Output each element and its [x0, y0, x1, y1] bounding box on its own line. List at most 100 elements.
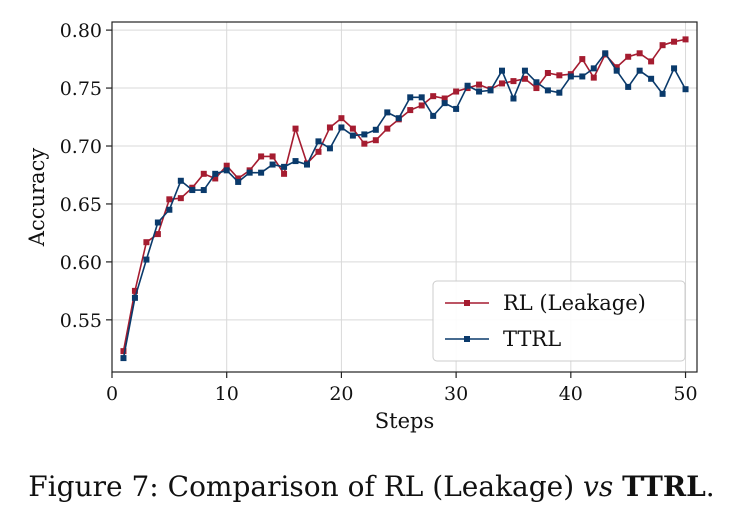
data-point [281, 163, 288, 170]
data-point [659, 90, 666, 97]
x-tick-label: 30 [444, 383, 468, 405]
data-point [384, 125, 391, 132]
data-point [613, 64, 620, 71]
data-point [579, 73, 586, 80]
series-layer [120, 36, 689, 362]
caption-space [613, 470, 622, 503]
data-point [189, 187, 196, 194]
data-point [143, 239, 150, 246]
data-point [177, 177, 184, 184]
y-axis-label: Accuracy [25, 148, 49, 248]
x-axis-label: Steps [375, 409, 434, 433]
data-point [326, 145, 333, 152]
y-tick-label: 0.55 [60, 310, 102, 332]
data-point [235, 178, 242, 185]
data-point [154, 219, 161, 226]
data-point [246, 169, 253, 176]
data-point [441, 100, 448, 107]
data-point [384, 109, 391, 116]
data-point [407, 94, 414, 101]
data-point [636, 67, 643, 74]
data-point [453, 105, 460, 112]
data-point [476, 88, 483, 95]
data-point [395, 115, 402, 122]
data-point [613, 67, 620, 74]
data-point [338, 115, 345, 122]
data-point [499, 67, 505, 74]
data-point [418, 102, 425, 109]
caption-suffix: . [705, 470, 715, 503]
data-point [648, 75, 655, 82]
data-point [223, 167, 230, 174]
legend-label: TTRL [503, 327, 561, 351]
caption-ttrl: TTRL [622, 470, 706, 503]
data-point [349, 125, 356, 132]
data-point [556, 72, 563, 79]
data-point [556, 89, 563, 96]
data-point [590, 74, 597, 81]
y-tick-label: 0.65 [60, 194, 102, 216]
data-point [636, 50, 643, 57]
data-point [131, 287, 138, 294]
figure-caption: Figure 7: Comparison of RL (Leakage) vs … [0, 470, 743, 503]
data-point [682, 86, 689, 93]
grid [111, 22, 697, 372]
data-point [648, 58, 655, 65]
data-point [212, 175, 219, 182]
legend: RL (Leakage) TTRL [432, 280, 686, 362]
accuracy-chart: 0 10 20 30 40 50 0.55 0.60 0.65 0.70 0.75 0.80 Step… [25, 20, 698, 433]
data-point [269, 153, 276, 160]
data-point [200, 170, 207, 177]
y-tick-label: 0.60 [60, 252, 102, 274]
data-point [533, 79, 540, 86]
series-ttrl [120, 50, 689, 362]
y-tick-label: 0.70 [60, 136, 102, 158]
plot-frame [111, 21, 698, 373]
legend-label: RL (Leakage) [503, 291, 646, 315]
x-tick-label: 10 [215, 383, 239, 405]
data-point [372, 126, 379, 133]
data-point [166, 196, 173, 203]
data-point [235, 175, 242, 182]
x-tick-label: 50 [673, 383, 697, 405]
x-tick-label: 20 [329, 383, 353, 405]
data-point [625, 53, 632, 60]
legend-marker [464, 336, 470, 342]
data-point [292, 125, 299, 132]
data-point [281, 170, 288, 177]
data-point [510, 78, 517, 85]
data-point [430, 93, 437, 100]
legend-entry: TTRL [445, 327, 561, 351]
data-point [682, 36, 689, 43]
data-point [453, 88, 460, 95]
y-tick-label: 0.75 [60, 78, 102, 100]
data-point [590, 65, 597, 72]
axis-ticks: 0 10 20 30 40 50 0.55 0.60 0.65 0.70 0.75 0.80 [60, 20, 698, 405]
x-tick-label: 40 [559, 383, 583, 405]
data-point [315, 148, 322, 155]
caption-prefix: Figure 7: Comparison of RL (Leakage) [28, 470, 584, 503]
data-point [326, 124, 333, 131]
data-point [361, 131, 368, 138]
data-point [521, 75, 528, 82]
data-point [292, 158, 299, 165]
data-point [258, 169, 265, 176]
data-point [315, 138, 322, 145]
data-point [223, 162, 230, 169]
data-point [659, 42, 666, 49]
data-point [510, 95, 517, 102]
data-point [120, 355, 127, 362]
data-point [430, 112, 437, 119]
data-point [671, 65, 678, 72]
data-point [338, 124, 345, 131]
data-point [579, 56, 586, 63]
data-point [567, 73, 574, 80]
data-point [120, 348, 127, 355]
data-point [200, 187, 207, 194]
data-point [407, 107, 414, 114]
caption-vs: vs [583, 470, 614, 503]
data-point [544, 87, 551, 94]
data-point [418, 94, 425, 101]
legend-entry: RL (Leakage) [445, 291, 646, 315]
data-point [499, 80, 505, 87]
